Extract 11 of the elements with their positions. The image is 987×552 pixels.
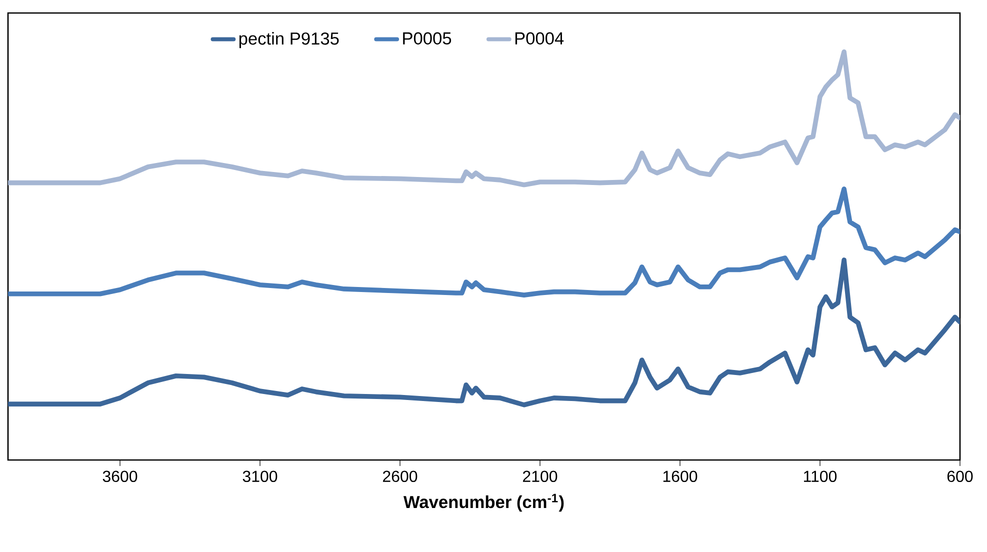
x-tick-label: 3600	[102, 470, 138, 482]
text: Wavenumber (cm$^{-1}$)	[403, 494, 564, 512]
legend-label: P0004	[515, 32, 564, 44]
legend-label: pectin P9135	[239, 32, 339, 48]
x-tick-label: 1100	[804, 470, 837, 482]
legend-label: P0005	[403, 32, 452, 44]
x-tick-label: 2600	[382, 470, 418, 482]
x-tick-label: 1600	[663, 470, 698, 482]
x-tick-label: 600	[947, 470, 973, 482]
x-tick-label: 3100	[242, 470, 278, 482]
x-tick-label: 2100	[522, 470, 558, 482]
